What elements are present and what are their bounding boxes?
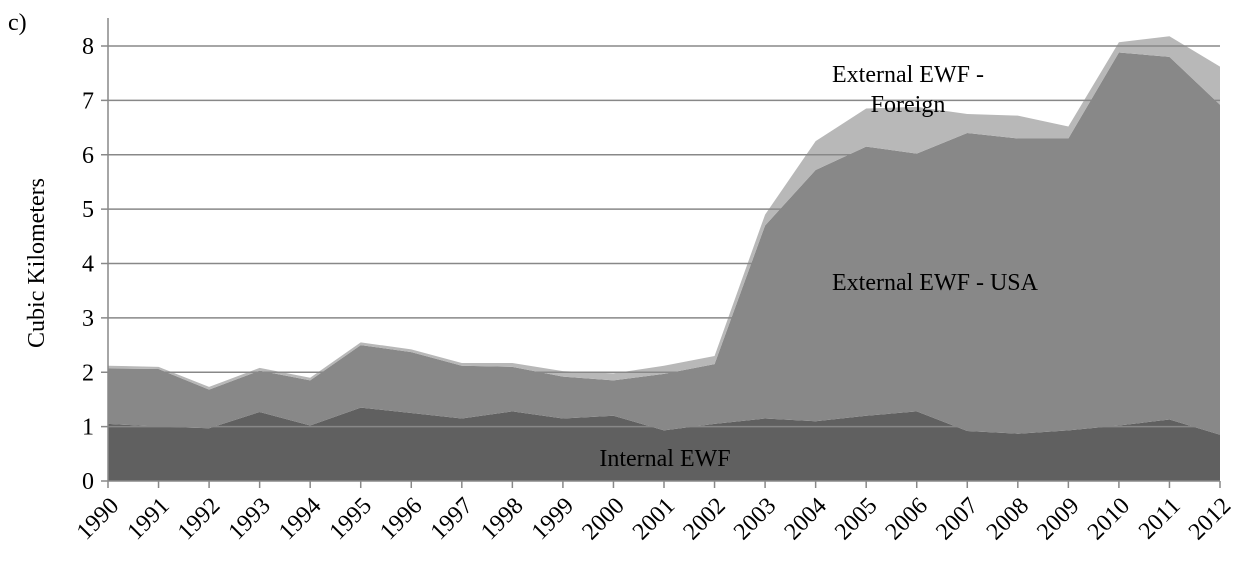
x-tick-label: 1992 — [173, 493, 225, 545]
x-tick-label: 1991 — [122, 493, 174, 545]
panel-label: c) — [8, 10, 27, 36]
area-label: External EWF - USA — [832, 270, 1038, 296]
area-label: External EWF - Foreign — [832, 62, 984, 118]
x-tick-label: 2005 — [830, 493, 882, 545]
x-tick-label: 2006 — [881, 493, 933, 545]
area-label: Internal EWF — [599, 446, 731, 472]
y-tick-label: 7 — [82, 88, 94, 114]
area — [108, 36, 1220, 390]
y-tick-label: 8 — [82, 34, 94, 60]
x-tick-label: 2011 — [1134, 493, 1186, 545]
x-tick-label: 1993 — [224, 493, 276, 545]
x-tick-label: 2001 — [628, 493, 680, 545]
x-tick-label: 1990 — [72, 493, 124, 545]
x-tick-label: 1996 — [375, 493, 427, 545]
area — [108, 52, 1220, 435]
y-tick-label: 5 — [82, 197, 94, 223]
y-tick-label: 2 — [82, 360, 94, 386]
x-tick-label: 1997 — [426, 493, 478, 545]
x-tick-label: 2009 — [1032, 493, 1084, 545]
x-tick-label: 1994 — [274, 493, 326, 545]
x-tick-label: 2002 — [678, 493, 730, 545]
y-tick-label: 3 — [82, 306, 94, 332]
y-tick-label: 1 — [82, 415, 94, 441]
x-tick-label: 2012 — [1184, 493, 1234, 545]
x-tick-label: 2004 — [780, 493, 832, 545]
x-tick-label: 2000 — [577, 493, 629, 545]
x-tick-label: 1995 — [325, 493, 377, 545]
y-tick-label: 6 — [82, 143, 94, 169]
x-tick-label: 2007 — [931, 493, 983, 545]
x-tick-label: 1999 — [527, 493, 579, 545]
y-tick-label: 4 — [82, 252, 94, 278]
x-tick-label: 1998 — [476, 493, 528, 545]
x-tick-label: 2003 — [729, 493, 781, 545]
y-tick-label: 0 — [82, 469, 94, 495]
y-axis-label: Cubic Kilometers — [24, 178, 50, 348]
x-tick-label: 2008 — [982, 493, 1034, 545]
x-tick-label: 2010 — [1083, 493, 1135, 545]
